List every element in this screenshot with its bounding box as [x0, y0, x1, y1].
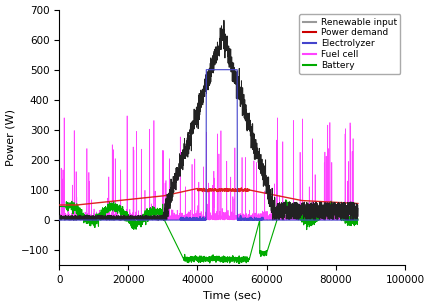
Y-axis label: Power (W): Power (W): [6, 109, 15, 166]
X-axis label: Time (sec): Time (sec): [203, 290, 261, 300]
Legend: Renewable input, Power demand, Electrolyzer, Fuel cell, Battery: Renewable input, Power demand, Electroly…: [299, 14, 400, 73]
